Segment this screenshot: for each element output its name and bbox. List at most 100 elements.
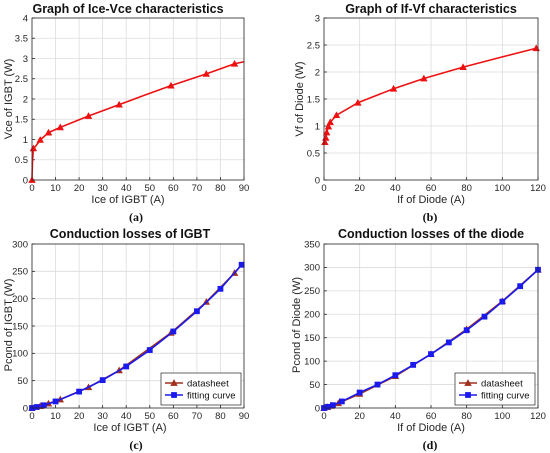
chart-c-title: Conduction losses of IGBT [50,227,211,241]
chart-a-ytick-label: 3.5 [15,34,28,45]
chart-d-ytick-label: 100 [304,356,320,367]
chart-a-xtick-label: 0 [29,183,34,194]
chart-b-ytick-label: 0 [315,175,320,186]
chart-b-series-0-point [354,98,362,106]
chart-b-series-0-point [322,128,331,136]
chart-d-ytick-label: 250 [304,286,320,297]
chart-a-xtick-label: 10 [50,183,61,194]
chart-b-title: Graph of If-Vf characteristics [345,2,517,16]
chart-a-series-0-point [36,136,44,143]
chart-d-legend-marker [464,379,472,386]
chart-c-series-1-point [99,377,106,384]
chart-a-xtick-label: 60 [168,183,179,194]
chart-b-xtick-label: 100 [494,183,510,194]
chart-c-series-1-point [146,347,153,353]
chart-b-ytick-label: 3 [315,13,320,24]
chart-c-xtick-label: 0 [29,411,34,422]
chart-a-xtick-label: 90 [239,183,250,194]
chart-c-xtick-label: 50 [144,411,155,422]
chart-a-xtick-label: 30 [97,183,108,194]
chart-d-legend-label: datasheet [481,378,523,389]
chart-panel-b: Graph of If-Vf characteristics If of Dio… [294,2,546,224]
chart-d-series-1-point [517,283,524,290]
chart-c-series-1-point [76,388,83,395]
chart-a-ylabel: Vce of IGBT (W) [3,59,15,139]
chart-c-series-1-point [40,402,47,409]
chart-d-series-1-point [481,313,488,320]
chart-d-axes-box [323,243,539,409]
chart-d-series-1-point [410,361,417,368]
chart-b-series-0 [321,44,540,146]
chart-a-ytick-label: 2 [23,94,28,105]
chart-b-series-0-point [389,84,398,92]
chart-b-ytick-label: 1.5 [307,94,320,105]
chart-b-xtick-label: 20 [354,183,365,194]
caption-a: (a) [129,210,143,224]
chart-a-series-0-point [167,81,175,89]
chart-b-series-0-point [324,122,333,130]
chart-b-plot-area: 0 20 40 60 80 100 120 0 0.5 1 1.5 2 2.5 3 [307,13,546,194]
chart-a-ytick-label: 4 [23,13,28,24]
chart-b-series-0-point [420,74,428,82]
chart-c-series-1-point [33,404,40,410]
chart-a-series-0-point [44,128,53,136]
chart-c-xtick-label: 30 [97,411,108,422]
chart-b-xtick-label: 0 [321,183,326,194]
chart-a-ytick-label: 1 [23,135,28,146]
chart-b-ytick-label: 0.5 [307,148,320,159]
chart-d-series-1-point [428,351,434,358]
chart-b-ytick-label: 1 [315,121,320,132]
chart-b-series-0-point [326,118,334,126]
chart-a-ytick-label: 2.5 [15,74,28,85]
chart-c-xtick-label: 60 [168,411,179,422]
chart-c-xtick-label: 80 [215,411,226,422]
chart-a-series-0-point [56,123,64,131]
chart-a-axes-box [31,17,245,181]
chart-d-xtick-label: 100 [494,411,510,422]
chart-c-ytick-label: 150 [12,321,28,332]
chart-d-series-1-point [392,372,399,379]
chart-c-series-1-point [238,261,245,268]
chart-a-xlabel: Ice of IGBT (A) [91,194,164,206]
chart-c-series-1-point [170,328,177,335]
caption-d: (d) [423,438,438,452]
chart-b-xtick-label: 40 [390,183,401,194]
chart-c-ytick-label: 100 [12,349,28,360]
chart-c-xtick-label: 90 [239,411,250,422]
chart-b-xlabel: If of Diode (A) [397,194,465,206]
chart-a-ytick-label: 0.5 [15,155,28,166]
chart-d-series-1-point [330,402,336,409]
chart-c-legend-label: fitting curve [187,390,236,401]
chart-c-legend-box [160,372,242,406]
chart-d-xtick-label: 80 [461,411,472,422]
chart-c-xtick-label: 20 [74,411,85,422]
chart-c-xtick-label: 10 [50,411,61,422]
chart-d-ytick-label: 150 [304,333,320,344]
chart-d-series-1-point [374,381,381,388]
chart-a-series-0 [28,59,245,183]
chart-d-ytick-label: 350 [304,239,320,250]
chart-a-xtick-label: 70 [192,183,203,194]
chart-panel-c: Conduction losses of IGBT Ice of IGBT (A… [3,227,249,452]
chart-a-title: Graph of Ice-Vce characteristics [32,2,223,16]
chart-b-axes-box [323,17,539,181]
chart-c-ytick-label: 200 [12,294,28,305]
chart-b-series-0-point [459,63,467,70]
chart-c-ytick-label: 250 [12,267,28,278]
chart-c-ytick-label: 50 [17,376,28,387]
chart-d-series-1-point [356,389,363,396]
caption-c: (c) [129,438,142,452]
chart-d-xtick-label: 120 [530,411,546,422]
chart-c-xtick-label: 40 [121,411,132,422]
chart-d-xlabel: If of Diode (A) [397,422,465,434]
chart-d-title: Conduction losses of the diode [338,227,524,241]
chart-d-legend-box [454,372,536,406]
chart-d-series-1-point [445,339,452,346]
chart-c-legend-label: datasheet [187,378,229,389]
chart-a-ytick-label: 3 [23,54,28,65]
chart-c-xlabel: Ice of IGBT (A) [93,422,166,434]
chart-a-series-0-point [115,100,123,108]
